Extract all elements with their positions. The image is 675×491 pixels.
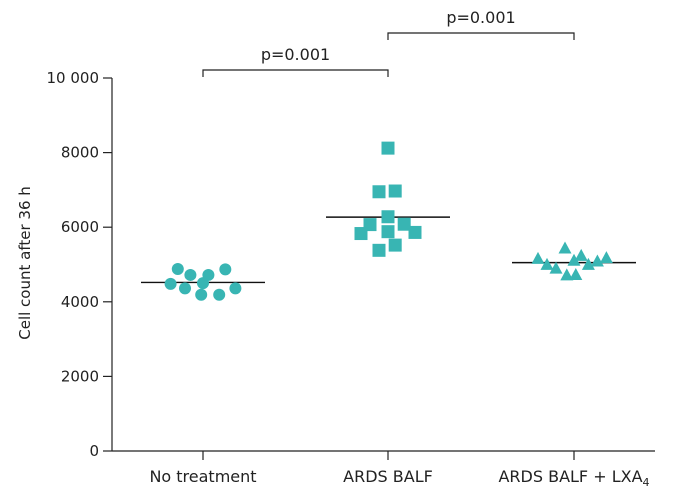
data-point-circle	[197, 277, 209, 290]
y-tick-label: 6000	[61, 218, 99, 236]
y-tick-label: 10 000	[47, 69, 100, 87]
y-ticks: 0 2000 4000 6000 8000 10 000	[47, 69, 112, 460]
category-label: ARDS BALF + LXA4	[498, 467, 649, 489]
data-point-square	[372, 243, 386, 257]
y-tick-label: 8000	[61, 144, 99, 162]
data-point-square	[388, 184, 402, 198]
data-point-triangle	[590, 254, 604, 267]
y-axis-title: Cell count after 36 h	[16, 186, 34, 340]
category-label: No treatment	[149, 467, 256, 486]
data-point-circle	[195, 288, 208, 301]
data-point-square	[397, 217, 411, 231]
data-point-circle	[179, 282, 191, 295]
data-point-triangle	[574, 248, 588, 261]
data-point-triangle	[567, 253, 581, 266]
data-point-triangle	[549, 261, 563, 274]
data-point-triangle	[531, 251, 545, 264]
data-point-circle	[164, 277, 177, 290]
data-point-circle	[213, 288, 226, 301]
significance-brackets: p=0.001 p=0.001	[202, 8, 575, 77]
data-point-triangle	[540, 257, 554, 270]
p-value-label: p=0.001	[446, 8, 515, 27]
data-point-circle	[219, 263, 232, 276]
category-subscript: 4	[643, 476, 650, 489]
data-point-triangle	[599, 251, 613, 264]
y-tick-label: 4000	[61, 293, 99, 311]
data-points	[164, 141, 613, 301]
data-point-triangle	[581, 257, 595, 270]
data-point-square	[381, 225, 395, 239]
data-point-square	[354, 227, 368, 241]
y-tick-label: 2000	[61, 367, 99, 385]
data-point-square	[381, 210, 395, 224]
data-point-square	[408, 225, 422, 239]
data-point-circle	[171, 262, 184, 275]
category-label: ARDS BALF	[343, 467, 433, 486]
data-point-square	[381, 141, 395, 155]
significance-bracket	[202, 69, 389, 77]
y-tick-label: 0	[89, 442, 99, 460]
data-point-circle	[229, 282, 242, 295]
data-point-triangle	[560, 268, 574, 281]
p-value-label: p=0.001	[261, 45, 330, 64]
data-point-square	[372, 185, 386, 199]
data-point-triangle	[558, 241, 572, 254]
data-point-triangle	[569, 267, 583, 280]
data-point-square	[388, 238, 402, 252]
data-point-circle	[184, 268, 197, 281]
significance-bracket	[387, 32, 575, 40]
x-categories: No treatment ARDS BALF ARDS BALF + LXA4	[149, 451, 650, 489]
